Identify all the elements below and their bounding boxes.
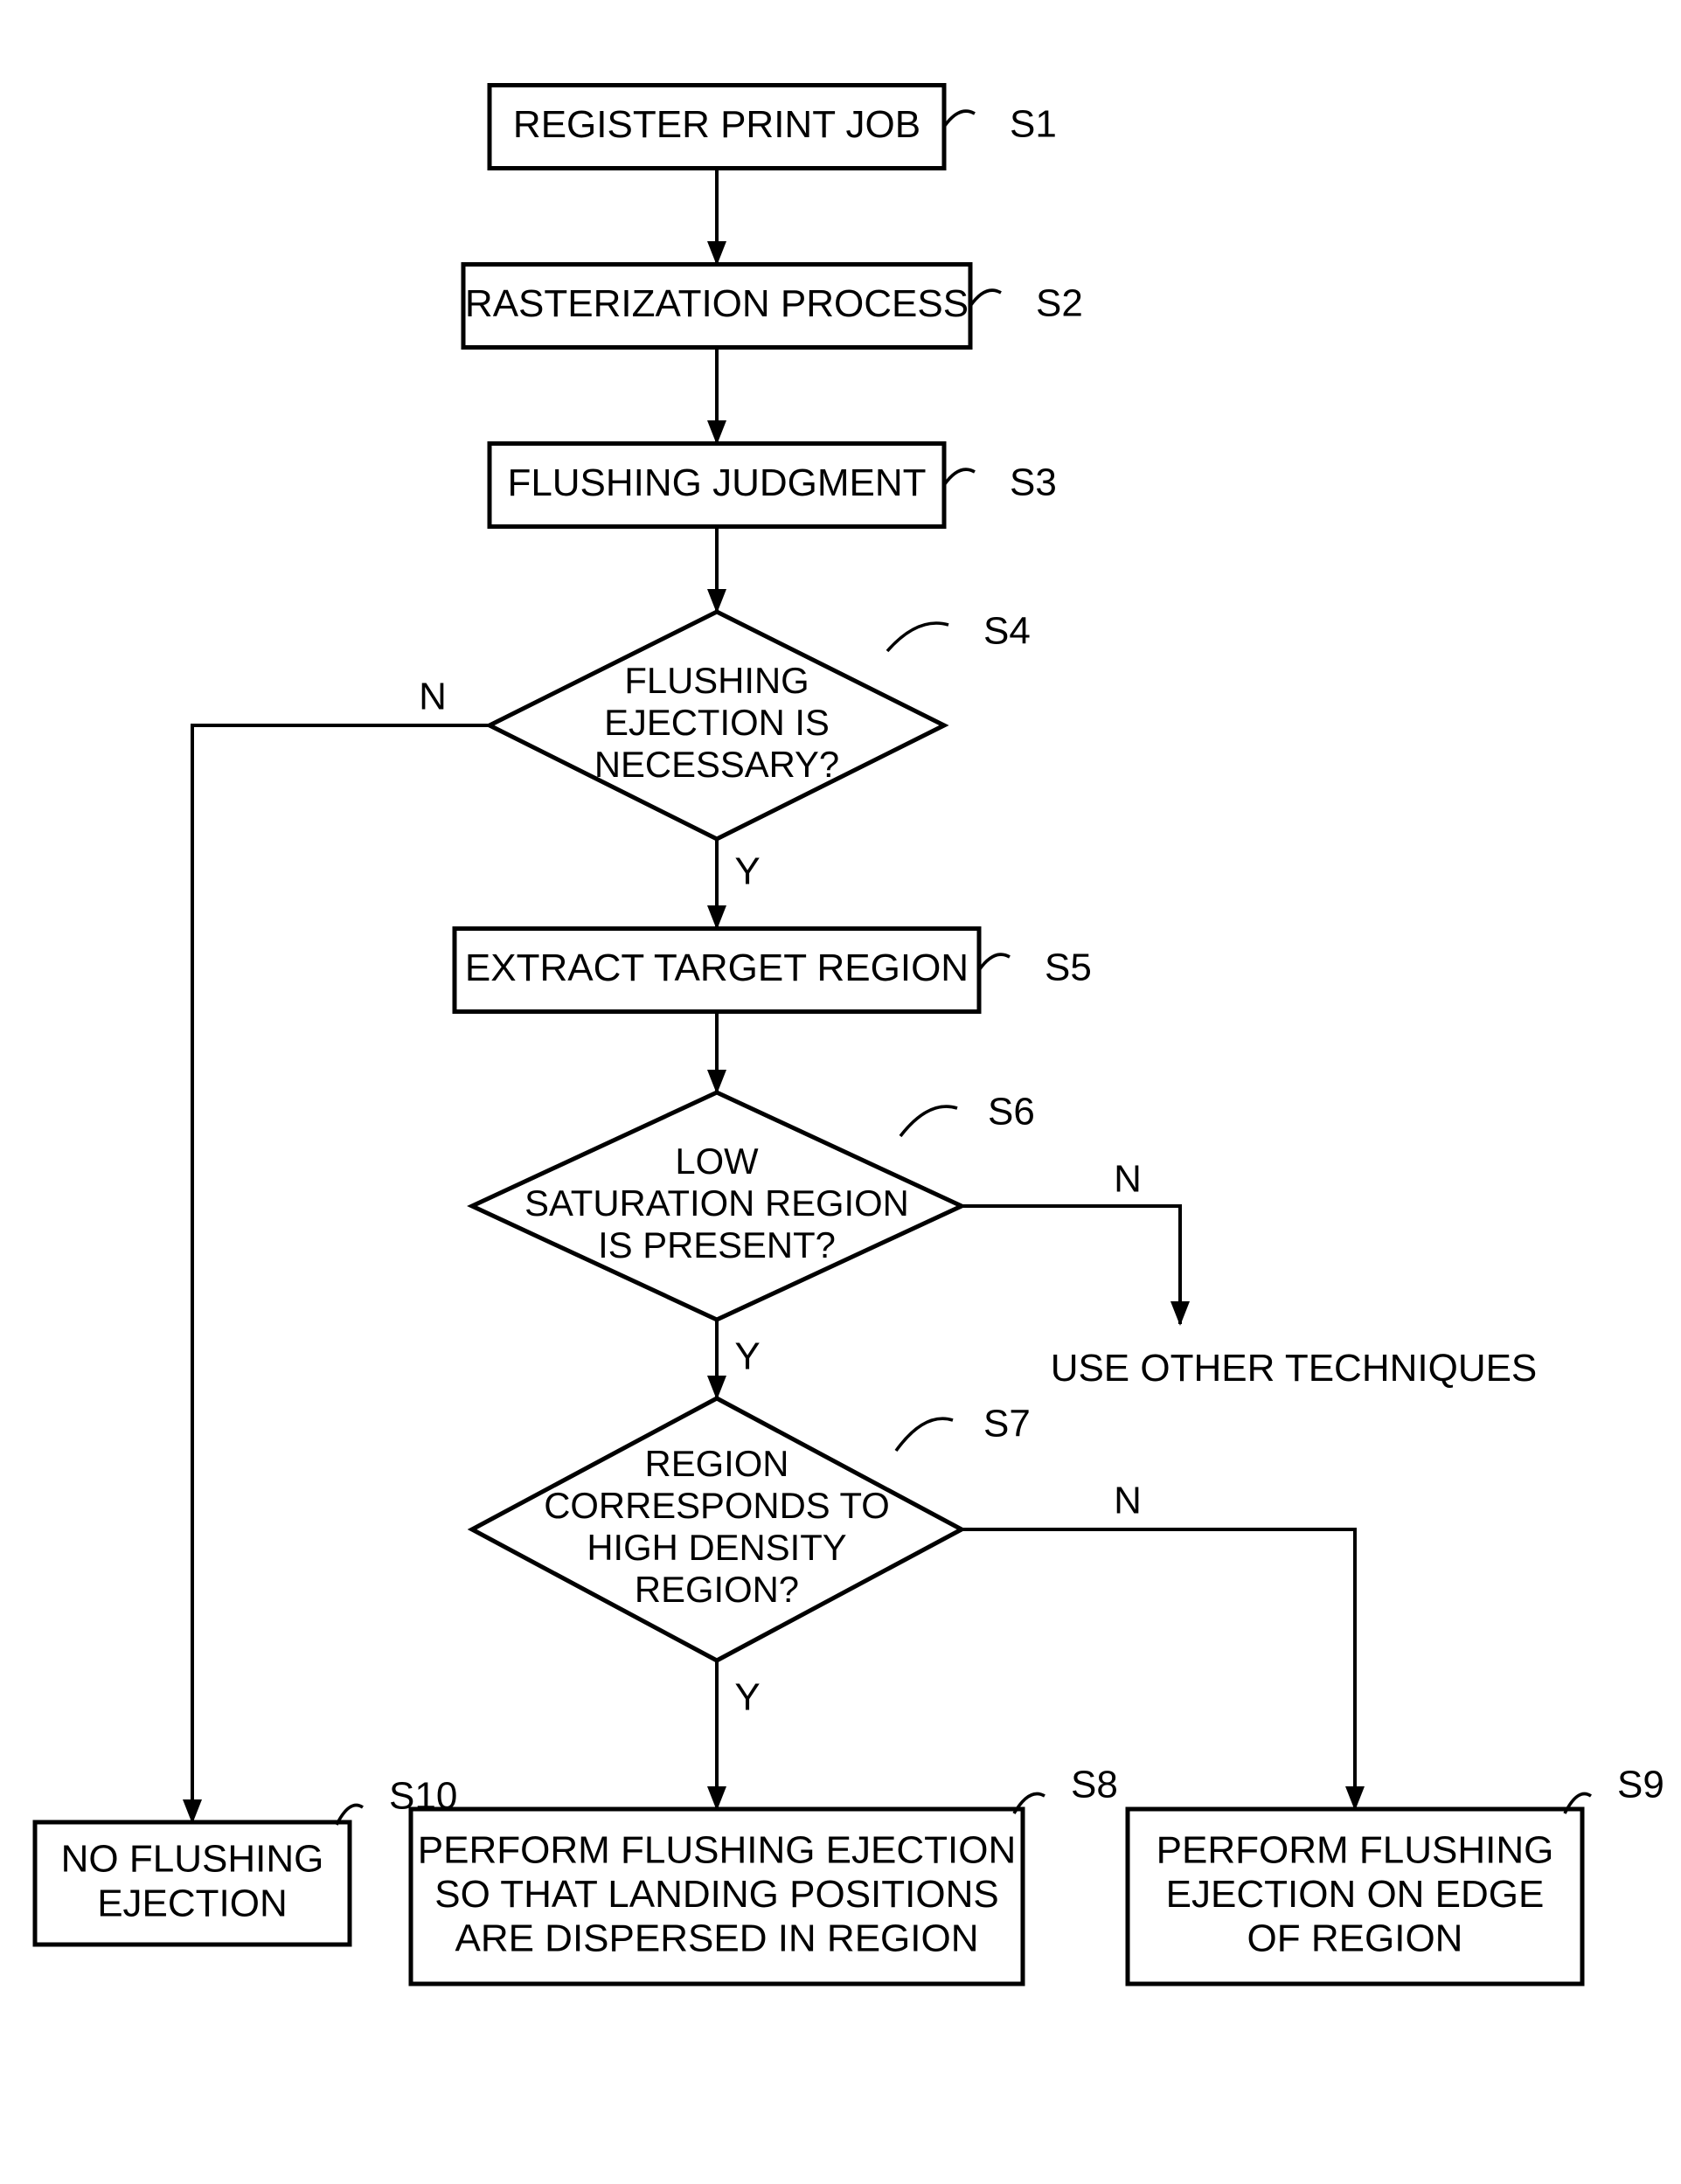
svg-text:FLUSHINGEJECTION ISNECESSARY?: FLUSHINGEJECTION ISNECESSARY?	[594, 660, 839, 785]
decision-s6: LOWSATURATION REGIONIS PRESENT?	[472, 1092, 962, 1320]
label-tick-s5	[979, 954, 1010, 970]
step-label-s2: S2	[1036, 282, 1083, 325]
label-tick-s6	[900, 1106, 957, 1136]
svg-text:PERFORM FLUSHINGEJECTION ON ED: PERFORM FLUSHINGEJECTION ON EDGEOF REGIO…	[1157, 1828, 1554, 1959]
svg-text:EXTRACT TARGET REGION: EXTRACT TARGET REGION	[465, 946, 969, 989]
step-label-s4: S4	[983, 610, 1031, 653]
decision-s4: FLUSHINGEJECTION ISNECESSARY?	[490, 612, 944, 839]
svg-text:REGIONCORRESPONDS TOHIGH DENSI: REGIONCORRESPONDS TOHIGH DENSITYREGION?	[544, 1443, 890, 1610]
process-s10: NO FLUSHINGEJECTION	[35, 1822, 350, 1945]
svg-text:NO FLUSHINGEJECTION: NO FLUSHINGEJECTION	[61, 1837, 324, 1924]
branch-label-s7_n: N	[1114, 1480, 1142, 1522]
process-s8: PERFORM FLUSHING EJECTIONSO THAT LANDING…	[411, 1809, 1023, 1984]
process-s3: FLUSHING JUDGMENT	[490, 444, 944, 527]
process-s9: PERFORM FLUSHINGEJECTION ON EDGEOF REGIO…	[1128, 1809, 1582, 1984]
edge-s7-s9	[962, 1529, 1355, 1809]
decision-s7: REGIONCORRESPONDS TOHIGH DENSITYREGION?	[472, 1398, 962, 1661]
edge-s4-s10	[192, 725, 490, 1822]
step-label-s6: S6	[988, 1091, 1035, 1134]
label-tick-s4	[887, 623, 948, 651]
step-label-s7: S7	[983, 1403, 1031, 1446]
svg-text:FLUSHING JUDGMENT: FLUSHING JUDGMENT	[507, 461, 926, 504]
branch-label-s4_n: N	[419, 676, 447, 718]
branch-label-s6_n: N	[1114, 1158, 1142, 1201]
label-tick-s1	[944, 111, 975, 127]
branch-label-s7_y: Y	[734, 1676, 760, 1719]
label-tick-s3	[944, 469, 975, 485]
label-tick-s2	[970, 290, 1001, 306]
step-label-s10: S10	[389, 1775, 457, 1818]
process-s1: REGISTER PRINT JOB	[490, 86, 944, 169]
flowchart-svg: REGISTER PRINT JOB RASTERIZATION PROCESS F…	[0, 0, 1681, 2184]
process-s5: EXTRACT TARGET REGION	[455, 929, 979, 1012]
step-label-s5: S5	[1045, 946, 1092, 989]
step-label-s8: S8	[1071, 1764, 1118, 1806]
svg-text:PERFORM FLUSHING EJECTIONSO TH: PERFORM FLUSHING EJECTIONSO THAT LANDING…	[418, 1828, 1017, 1959]
process-s2: RASTERIZATION PROCESS	[463, 265, 970, 348]
svg-text:LOWSATURATION REGIONIS PRESENT: LOWSATURATION REGIONIS PRESENT?	[524, 1141, 909, 1265]
svg-text:RASTERIZATION PROCESS: RASTERIZATION PROCESS	[465, 282, 969, 325]
step-label-s1: S1	[1010, 103, 1057, 146]
step-label-s9: S9	[1617, 1764, 1664, 1806]
step-label-s3: S3	[1010, 461, 1057, 504]
branch-label-s6_y: Y	[734, 1335, 760, 1378]
text-other: USE OTHER TECHNIQUES	[1051, 1347, 1538, 1390]
edge-s6-other	[962, 1206, 1180, 1324]
svg-text:REGISTER PRINT JOB: REGISTER PRINT JOB	[513, 103, 920, 146]
branch-label-s4_y: Y	[734, 850, 760, 893]
label-tick-s7	[896, 1418, 953, 1451]
